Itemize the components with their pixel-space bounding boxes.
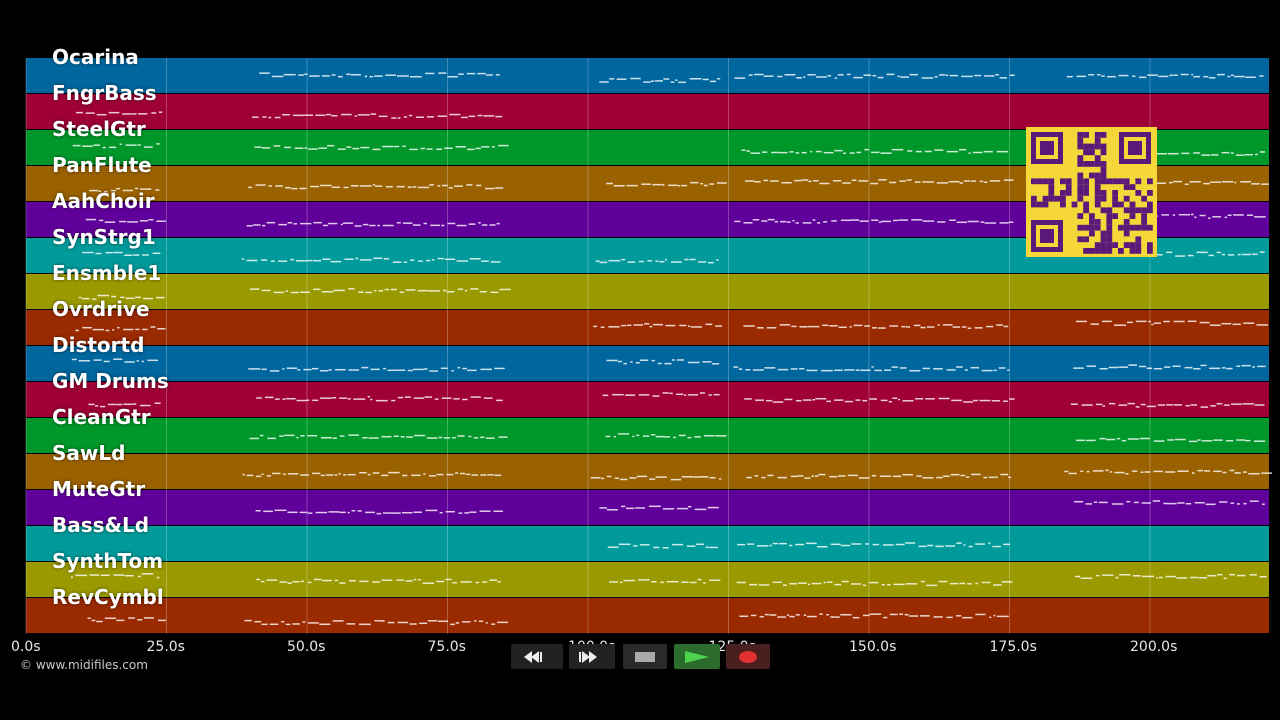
track-lane xyxy=(26,454,1269,489)
track-label: PanFlute xyxy=(52,153,152,177)
track-lane xyxy=(26,382,1269,417)
note-marks xyxy=(607,542,1011,549)
time-tick-label: 175.0s xyxy=(989,639,1037,655)
track-label: MuteGtr xyxy=(52,477,146,501)
note-marks xyxy=(76,111,503,119)
track-lane xyxy=(26,598,1269,633)
note-marks xyxy=(259,72,1264,84)
time-tick-label: 50.0s xyxy=(287,639,326,655)
track-label: Ocarina xyxy=(52,45,139,69)
track-lane xyxy=(26,346,1269,381)
play-button[interactable] xyxy=(674,644,720,669)
track-lane xyxy=(26,274,1269,309)
qr-code xyxy=(1026,127,1157,257)
track-label: Ovrdrive xyxy=(52,297,150,321)
track-label: Bass&Ld xyxy=(52,513,150,537)
track-lane xyxy=(26,526,1269,561)
note-marks xyxy=(71,358,1266,372)
note-marks xyxy=(242,469,1273,481)
time-tick-label: 75.0s xyxy=(427,639,466,655)
note-marks xyxy=(89,179,1269,193)
track-label: SynStrg1 xyxy=(52,225,156,249)
rewind-button[interactable] xyxy=(511,644,563,669)
track-lane xyxy=(26,310,1269,345)
note-marks xyxy=(88,392,1265,408)
stop-button[interactable] xyxy=(623,644,667,669)
track-lane xyxy=(26,94,1269,129)
track-label: RevCymbl xyxy=(52,585,164,609)
track-label: GM Drums xyxy=(52,369,169,393)
time-tick-label: 0.0s xyxy=(11,639,41,655)
note-marks xyxy=(78,287,511,300)
fast-forward-button[interactable] xyxy=(569,644,615,669)
track-label: CleanGtr xyxy=(52,405,151,429)
track-label: FngrBass xyxy=(52,81,157,105)
play-icon xyxy=(685,650,709,663)
track-label: SteelGtr xyxy=(52,117,146,141)
track-lane xyxy=(26,490,1269,525)
time-tick-label: 200.0s xyxy=(1130,639,1178,655)
time-tick-label: 25.0s xyxy=(146,639,185,655)
track-label: SawLd xyxy=(52,441,126,465)
note-marks xyxy=(249,433,1266,443)
track-label: Distortd xyxy=(52,333,145,357)
track-lane xyxy=(26,58,1269,93)
fast-forward-icon xyxy=(579,650,597,663)
note-marks xyxy=(255,500,1265,515)
track-label: Ensmble1 xyxy=(52,261,162,285)
rewind-icon xyxy=(524,650,542,663)
note-marks xyxy=(75,320,1269,332)
track-label: AahChoir xyxy=(52,189,155,213)
stop-icon xyxy=(635,651,655,662)
note-marks xyxy=(70,573,1267,587)
record-button[interactable] xyxy=(726,644,770,669)
copyright-text: © www.midifiles.com xyxy=(20,658,148,672)
record-icon xyxy=(739,650,757,663)
note-marks xyxy=(87,613,1009,626)
time-tick-label: 150.0s xyxy=(849,639,897,655)
track-label: SynthTom xyxy=(52,549,164,573)
